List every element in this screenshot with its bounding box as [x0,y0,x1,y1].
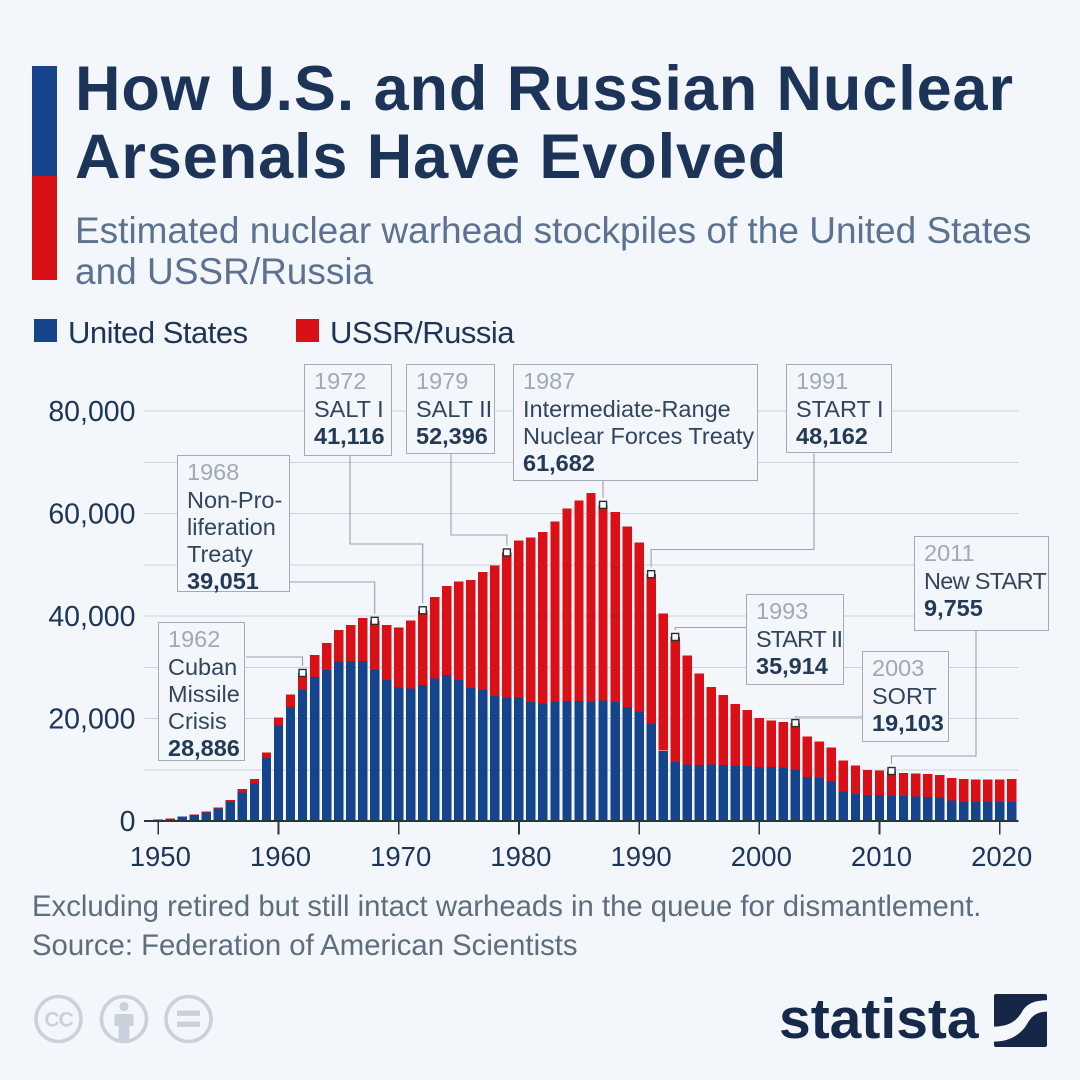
svg-text:2000: 2000 [731,841,792,872]
svg-text:2020: 2020 [971,841,1032,872]
svg-text:80,000: 80,000 [48,396,135,428]
svg-text:0: 0 [120,806,136,838]
svg-text:1990: 1990 [611,841,672,872]
svg-text:60,000: 60,000 [48,499,135,531]
svg-text:1980: 1980 [490,841,551,872]
svg-text:1950: 1950 [130,841,191,872]
svg-text:CC: CC [44,1009,73,1032]
svg-text:20,000: 20,000 [48,704,135,736]
svg-text:1960: 1960 [250,841,311,872]
svg-text:1970: 1970 [370,841,431,872]
svg-text:40,000: 40,000 [48,601,135,633]
svg-text:2010: 2010 [851,841,912,872]
